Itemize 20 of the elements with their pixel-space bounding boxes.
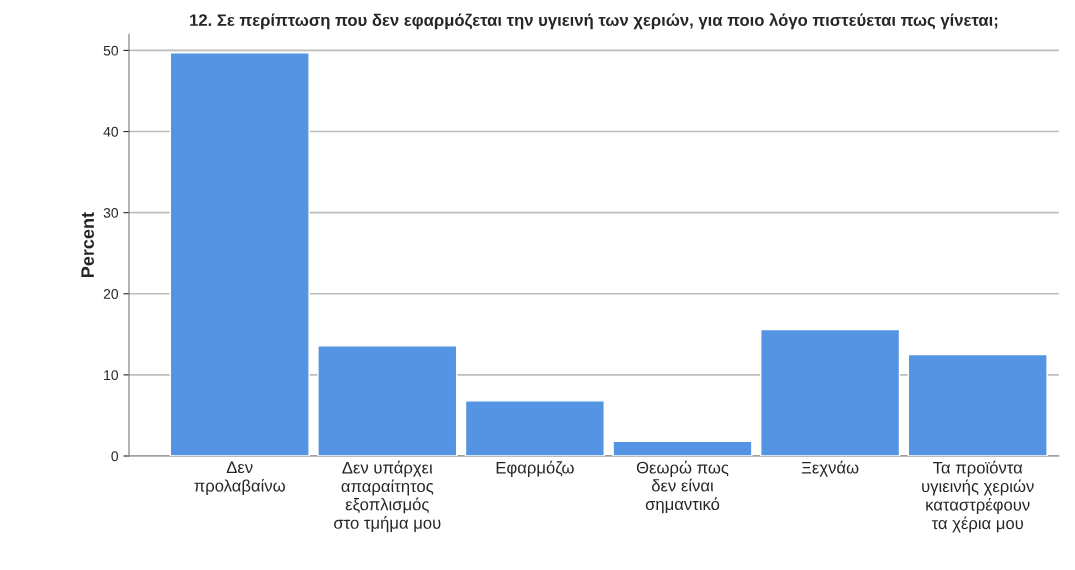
x-tick-label: Ξεχνάω — [801, 460, 859, 477]
bar — [760, 328, 901, 456]
y-tick-label: 10 — [104, 370, 119, 381]
bar — [464, 400, 605, 456]
x-tick-label: Δεν προλαβαίνω — [194, 461, 285, 495]
y-tick-label: 0 — [111, 451, 119, 462]
bar — [317, 344, 458, 456]
y-tick-label: 50 — [103, 45, 119, 56]
x-tick-label: Θεωρώ πως δεν είναι σημαντικό — [636, 460, 729, 514]
y-axis-title: Percent — [81, 212, 95, 278]
y-tick-label: 30 — [103, 207, 119, 218]
bar — [907, 353, 1048, 456]
chart-title: 12. Σε περίπτωση που δεν εφαρμόζεται την υγιεινή των χεριών, για ποιο λόγο πιστεύεται πως γίνεται; — [190, 13, 998, 30]
x-tick-label: Δεν υπάρχει απαραίτητος εξοπλισμός στο τμήμα μου — [334, 460, 441, 533]
y-tick-label: 20 — [103, 289, 119, 299]
x-tick-label: Εφαρμόζω — [496, 460, 574, 477]
bar — [612, 440, 753, 456]
x-tick-label: Τα προϊόντα υγιεινής χεριών καταστρέφουν τα χέρια μου — [922, 460, 1034, 533]
y-tick-label: 40 — [103, 126, 119, 137]
bar — [169, 52, 310, 456]
